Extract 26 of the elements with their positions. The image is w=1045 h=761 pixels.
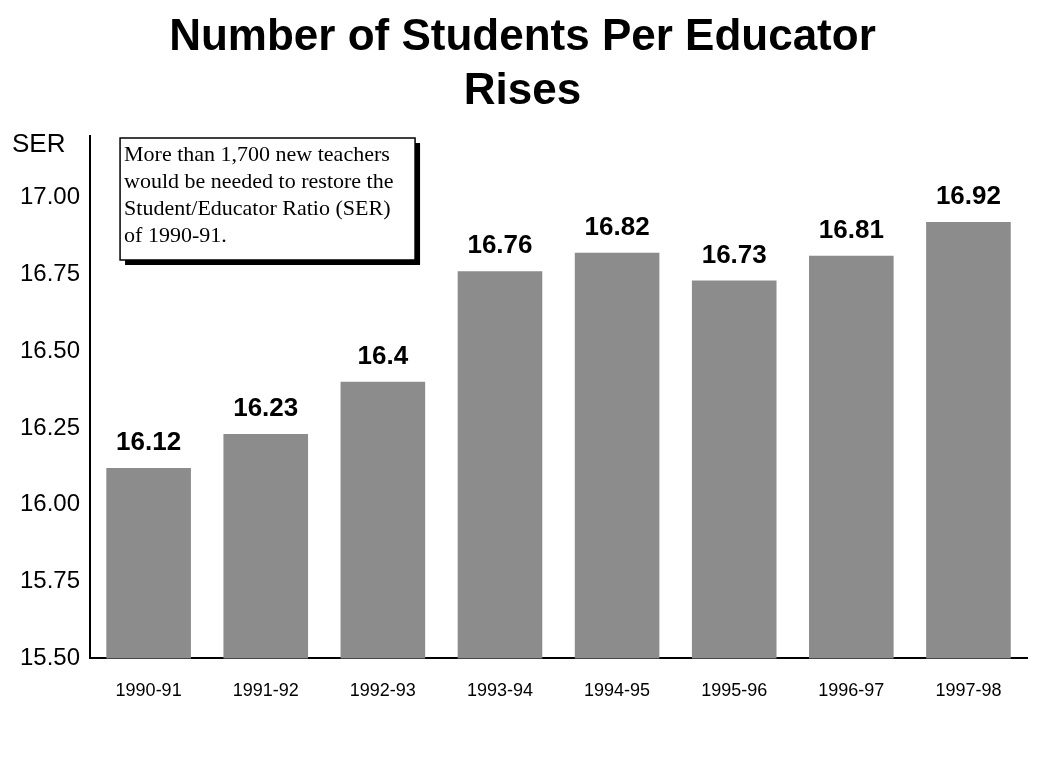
y-tick-label: 16.25 bbox=[20, 412, 81, 440]
data-label: 16.23 bbox=[233, 392, 299, 423]
y-tick-label: 15.75 bbox=[20, 566, 81, 594]
y-axis-title: SER bbox=[12, 128, 66, 159]
x-tick-label: 1997-98 bbox=[935, 680, 1002, 701]
y-tick-label: 15.50 bbox=[20, 643, 81, 671]
x-tick-label: 1992-93 bbox=[349, 680, 416, 701]
x-tick-label: 1991-92 bbox=[232, 680, 299, 701]
x-tick-label: 1990-91 bbox=[115, 680, 182, 701]
y-tick-label: 17.00 bbox=[20, 182, 81, 210]
data-label: 16.12 bbox=[116, 426, 182, 457]
y-tick-label: 16.50 bbox=[20, 335, 81, 363]
x-tick-label: 1994-95 bbox=[584, 680, 651, 701]
data-label: 16.82 bbox=[584, 210, 650, 241]
data-label: 16.92 bbox=[935, 180, 1001, 211]
x-tick-label: 1995-96 bbox=[701, 680, 768, 701]
y-tick-label: 16.00 bbox=[20, 489, 81, 517]
x-tick-label: 1996-97 bbox=[818, 680, 885, 701]
x-tick-label: 1993-94 bbox=[466, 680, 533, 701]
annotation: More than 1,700 new teachers would be needed to restore the Student/Educator Ratio (SER) of 1990-91. bbox=[124, 140, 394, 247]
data-label: 16.81 bbox=[818, 214, 884, 245]
y-tick-label: 16.75 bbox=[20, 258, 81, 286]
data-label: 16.4 bbox=[357, 340, 409, 371]
data-label: 16.73 bbox=[701, 238, 767, 269]
data-label: 16.76 bbox=[467, 229, 533, 260]
chart-title: Number of Students Per Educator Rises bbox=[168, 9, 877, 115]
